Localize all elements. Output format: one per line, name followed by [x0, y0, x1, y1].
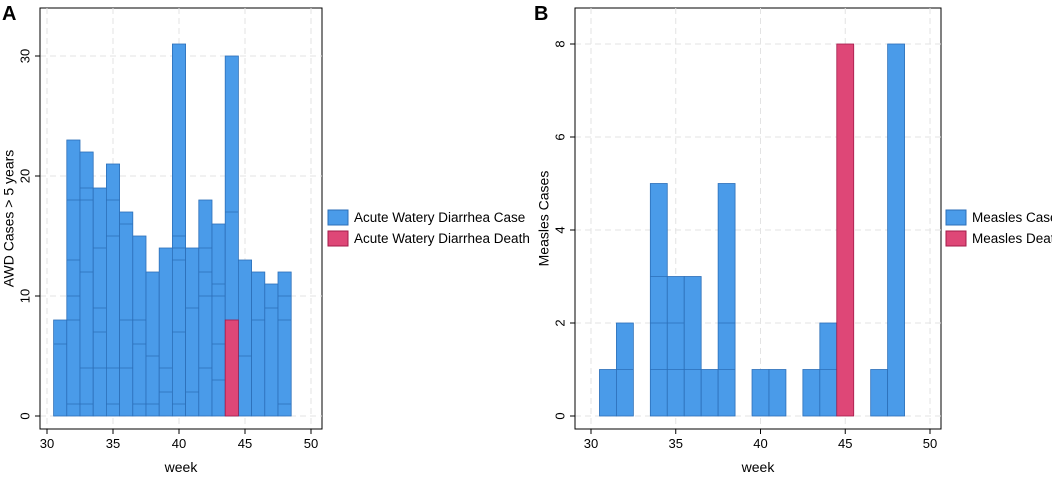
case-bar — [768, 369, 787, 417]
legend-case-label: Measles Case — [972, 210, 1052, 225]
legend-death-swatch — [945, 230, 967, 247]
y-tick-label: 30 — [17, 49, 32, 63]
case-bar — [237, 259, 252, 417]
x-tick-label: 40 — [753, 436, 767, 451]
case-bar — [666, 276, 685, 417]
case-bar — [599, 369, 617, 417]
x-tick-label: 35 — [669, 436, 683, 451]
case-bar — [277, 271, 292, 417]
case-bar — [79, 151, 94, 417]
x-axis-title: week — [164, 459, 199, 475]
legend-death-label: Measles Death — [972, 231, 1052, 246]
y-tick-label: 10 — [17, 289, 32, 303]
legend-case-swatch — [327, 209, 349, 226]
case-bar — [211, 223, 226, 417]
measles-histogram-chart: 0 2 4 6 8 30 35 40 45 50 week Measles Cases Measles … — [536, 7, 1052, 475]
y-tick-label: 0 — [17, 412, 32, 419]
case-bar — [251, 271, 266, 417]
y-axis-title: Measles Cases — [536, 171, 552, 267]
legend-death-swatch — [327, 230, 349, 247]
y-axis-title: AWD Cases > 5 years — [1, 150, 17, 288]
panel-b-letter: B — [534, 3, 548, 25]
case-bar — [66, 139, 81, 417]
case-bar — [683, 276, 702, 417]
case-bar — [53, 319, 68, 417]
x-tick-label: 30 — [40, 436, 54, 451]
case-bar — [132, 235, 147, 417]
awd-histogram-chart: 0 10 20 30 30 35 40 45 50 week AWD Cases > 5 years… — [1, 7, 530, 475]
case-bar — [717, 183, 736, 417]
y-tick-label: 4 — [552, 226, 567, 233]
x-tick-label: 45 — [238, 436, 252, 451]
case-bar — [649, 183, 668, 417]
y-tick-label: 8 — [552, 40, 567, 47]
death-bar — [224, 319, 239, 417]
x-tick-label: 50 — [923, 436, 937, 451]
y-tick-label: 20 — [17, 169, 32, 183]
case-bar — [887, 43, 905, 417]
case-bar — [185, 247, 200, 417]
case-bar — [158, 247, 173, 417]
y-tick-label: 0 — [552, 412, 567, 419]
case-bar — [700, 369, 719, 417]
case-bar — [92, 187, 107, 417]
case-bar — [119, 211, 134, 417]
x-axis-title: week — [741, 459, 776, 475]
x-tick-label: 30 — [584, 436, 598, 451]
case-bar — [264, 283, 279, 417]
case-bar — [870, 369, 889, 417]
case-bar — [802, 369, 821, 417]
plot-area — [574, 7, 942, 430]
x-tick-label: 45 — [838, 436, 852, 451]
death-bar — [836, 43, 855, 417]
case-bar — [145, 271, 160, 417]
case-bar — [751, 369, 770, 417]
y-tick-label: 2 — [552, 319, 567, 326]
case-bar — [106, 163, 121, 417]
legend-case-swatch — [945, 209, 967, 226]
case-bar — [198, 199, 213, 417]
legend-death-label: Acute Watery Diarrhea Death — [354, 231, 530, 246]
x-tick-label: 50 — [304, 436, 318, 451]
legend-case-label: Acute Watery Diarrhea Case — [354, 210, 525, 225]
x-tick-label: 35 — [106, 436, 120, 451]
case-bar — [171, 43, 186, 417]
y-tick-label: 6 — [552, 133, 567, 140]
panel-a-letter: A — [2, 3, 16, 25]
x-tick-label: 40 — [172, 436, 186, 451]
